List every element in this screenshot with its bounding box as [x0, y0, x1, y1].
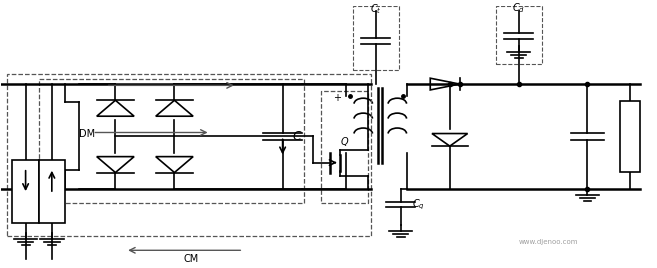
Bar [12, 160, 39, 223]
Text: $C_d$: $C_d$ [512, 1, 525, 15]
Bar [620, 101, 640, 172]
Bar [7, 74, 371, 236]
Text: CM: CM [183, 254, 198, 265]
Text: $C_q$: $C_q$ [413, 197, 425, 212]
Text: $C_t$: $C_t$ [370, 3, 382, 16]
Text: www.djenoo.com: www.djenoo.com [518, 239, 578, 245]
Text: DM: DM [79, 129, 95, 139]
Bar [39, 79, 304, 203]
Bar [353, 6, 399, 70]
Bar [495, 6, 541, 64]
Text: +: + [333, 94, 341, 103]
Bar [321, 91, 368, 203]
Text: $C$: $C$ [292, 130, 303, 143]
Bar [39, 160, 65, 223]
Text: $Q$: $Q$ [340, 135, 350, 148]
